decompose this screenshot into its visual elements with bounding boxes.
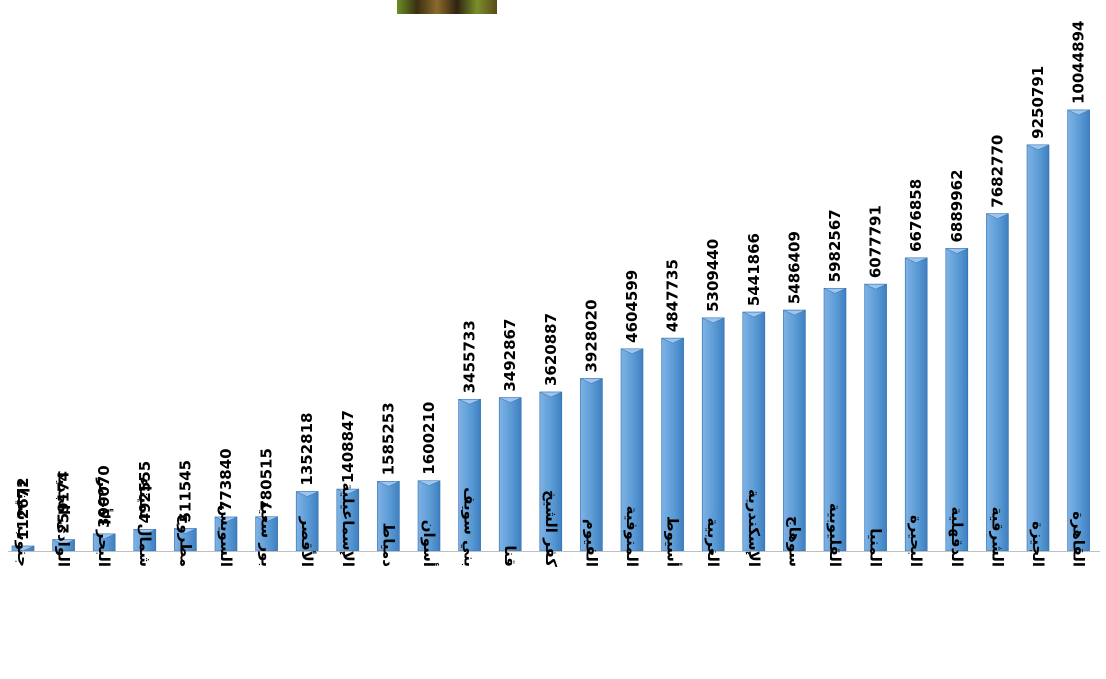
value-label-6: 780515 bbox=[258, 448, 276, 511]
value-label-21: 6077791 bbox=[867, 205, 885, 278]
value-label-4: 511545 bbox=[176, 460, 194, 523]
value-label-5: 773840 bbox=[217, 448, 235, 511]
bar-26 bbox=[1067, 109, 1090, 552]
value-label-10: 1600210 bbox=[420, 402, 438, 475]
bar-cap-20 bbox=[823, 288, 847, 294]
value-label-17: 5309440 bbox=[704, 239, 722, 312]
category-label-12: قنا bbox=[501, 545, 519, 567]
bar-22 bbox=[904, 257, 928, 552]
category-label-18: الإسكندرية bbox=[745, 489, 763, 567]
value-label-24: 7682770 bbox=[988, 135, 1006, 208]
bar-cap-4 bbox=[174, 528, 197, 534]
bar-cap-26 bbox=[1067, 109, 1090, 116]
bar-cap-17 bbox=[702, 317, 725, 324]
bar-19 bbox=[783, 309, 806, 552]
bar-cap-19 bbox=[783, 309, 806, 316]
bar-cap-6 bbox=[255, 516, 278, 523]
category-label-4: مطروح bbox=[176, 514, 194, 567]
bar-cap-23 bbox=[945, 248, 968, 254]
bar-cap-10 bbox=[417, 480, 441, 487]
category-label-19: سوهاج bbox=[785, 516, 803, 567]
bar-25 bbox=[1026, 144, 1050, 552]
bar-12 bbox=[498, 397, 522, 552]
category-label-16: أسيوط bbox=[664, 516, 683, 567]
bar-cap-13 bbox=[539, 391, 562, 398]
value-labels-layer: 112672 259174 390070 492555 511545 773840 7805… bbox=[14, 21, 1088, 541]
value-label-2: 390070 bbox=[95, 465, 113, 528]
bar-cap-21 bbox=[864, 283, 887, 290]
category-label-6: بور سعيد bbox=[258, 500, 276, 567]
bar-cap-5 bbox=[214, 516, 238, 523]
category-label-9: دمياط bbox=[379, 523, 397, 568]
category-label-13: كفر الشيخ bbox=[542, 490, 560, 567]
value-label-3: 492555 bbox=[136, 461, 154, 524]
category-label-17: الغربية bbox=[704, 518, 722, 567]
bar-cap-0 bbox=[11, 545, 35, 552]
category-label-5: السويس bbox=[217, 505, 235, 567]
bars-layer bbox=[11, 109, 1090, 552]
bar-21 bbox=[864, 283, 887, 552]
bar-cap-8 bbox=[336, 488, 359, 495]
category-label-1: الوادى الجديد bbox=[55, 470, 73, 567]
category-label-8: الإسماعيلية bbox=[339, 483, 357, 567]
bar-cap-24 bbox=[986, 213, 1009, 219]
value-label-20: 5982567 bbox=[826, 209, 844, 282]
category-label-0: جنوب سيناء bbox=[14, 480, 32, 567]
bar-cap-1 bbox=[52, 539, 75, 545]
value-label-8: 1408847 bbox=[339, 410, 357, 483]
category-label-24: الشرقية bbox=[988, 507, 1006, 567]
bar-cap-2 bbox=[93, 533, 116, 540]
category-label-21: المنيا bbox=[867, 528, 885, 567]
value-label-12: 3492867 bbox=[501, 319, 519, 392]
value-label-9: 1585253 bbox=[379, 402, 397, 475]
bar-17 bbox=[701, 317, 725, 552]
value-label-1: 259174 bbox=[55, 471, 73, 534]
value-label-22: 6676858 bbox=[907, 179, 925, 252]
value-label-26: 10044894 bbox=[1070, 21, 1088, 105]
category-labels-layer: جنوب سيناء الوادى الجديد البحر الأحمر شمال … bbox=[14, 470, 1088, 567]
value-label-23: 6889962 bbox=[948, 169, 966, 242]
value-label-25: 9250791 bbox=[1029, 66, 1047, 139]
bar-cap-16 bbox=[661, 337, 684, 344]
bar-cap-25 bbox=[1026, 144, 1050, 151]
decorative-image bbox=[397, 0, 497, 14]
value-label-13: 3620887 bbox=[542, 313, 560, 386]
bar-cap-18 bbox=[742, 311, 765, 318]
bar-cap-7 bbox=[296, 491, 319, 497]
bar-cap-9 bbox=[377, 481, 400, 487]
category-label-3: شمال سيناء bbox=[136, 478, 154, 567]
value-label-19: 5486409 bbox=[785, 231, 803, 304]
bar-cap-14 bbox=[580, 378, 603, 384]
category-label-25: الجيزة bbox=[1029, 521, 1047, 567]
category-label-11: بني سويف bbox=[461, 487, 479, 567]
category-label-26: القاهرة bbox=[1070, 511, 1088, 567]
category-label-10: أسوان bbox=[420, 520, 439, 567]
value-label-0: 112672 bbox=[14, 477, 32, 540]
bar-cap-15 bbox=[620, 348, 644, 355]
category-label-22: البحيرة bbox=[907, 515, 925, 567]
bar-cap-22 bbox=[905, 257, 928, 264]
category-label-7: الأقصر bbox=[298, 516, 316, 567]
value-label-16: 4847735 bbox=[664, 259, 682, 332]
value-label-7: 1352818 bbox=[298, 413, 316, 486]
category-label-2: البحر الأحمر bbox=[95, 477, 113, 567]
value-label-11: 3455733 bbox=[461, 320, 479, 393]
category-label-15: المنوفية bbox=[623, 506, 641, 567]
value-label-14: 3928020 bbox=[582, 299, 600, 372]
category-label-14: الفيوم bbox=[582, 519, 600, 567]
bar-24 bbox=[986, 213, 1009, 552]
bar-cap-3 bbox=[133, 529, 156, 535]
category-label-20: القليوبية bbox=[826, 503, 844, 567]
value-label-15: 4604599 bbox=[623, 270, 641, 343]
bar-cap-12 bbox=[499, 397, 522, 403]
bar-cap-11 bbox=[458, 399, 481, 405]
category-label-23: الدقهلية bbox=[948, 506, 966, 567]
value-label-18: 5441866 bbox=[745, 233, 763, 306]
